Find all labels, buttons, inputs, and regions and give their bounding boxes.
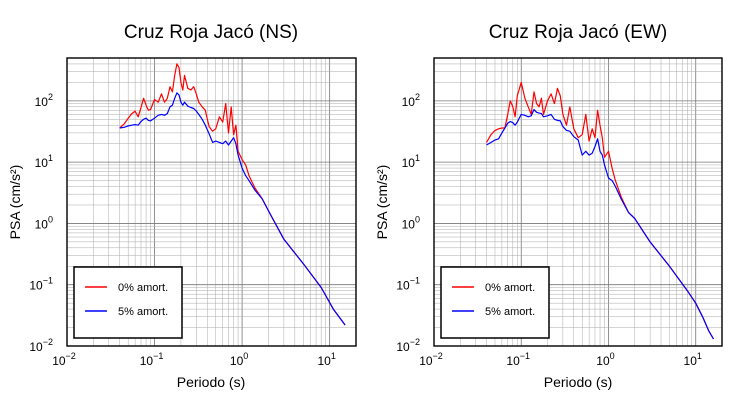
y-axis-label: PSA (cm/s²) <box>7 165 23 240</box>
y-tick-label: 101 <box>402 153 420 170</box>
x-tick-label: 101 <box>684 351 702 368</box>
chart-panel-ew: Cruz Roja Jacó (EW) Periodo (s) PSA (cm/… <box>374 22 723 390</box>
x-tick-label: 101 <box>317 351 335 368</box>
legend-box <box>73 266 183 339</box>
x-tick-label: 10−1 <box>506 351 530 368</box>
legend: 0% amort. 5% amort. <box>440 266 550 339</box>
chart-panel-ns: Cruz Roja Jacó (NS) Periodo (s) PSA (cm/… <box>7 22 357 390</box>
y-tick-label: 10−1 <box>396 276 420 293</box>
chart-title: Cruz Roja Jacó (NS) <box>124 22 298 43</box>
legend-label: 5% amort. <box>485 306 535 318</box>
x-tick-label: 10−2 <box>419 351 443 368</box>
legend-label: 0% amort. <box>118 282 168 294</box>
legend-box <box>440 266 550 339</box>
series-line <box>119 92 346 326</box>
x-tick-label: 10−1 <box>140 351 164 368</box>
y-tick-label: 10−2 <box>29 337 53 354</box>
y-tick-label: 102 <box>35 92 53 109</box>
legend-label: 5% amort. <box>118 306 168 318</box>
plot-frame <box>66 57 357 347</box>
series-line <box>119 63 346 326</box>
x-axis-label: Periodo (s) <box>177 374 245 390</box>
x-tick-label: 10−2 <box>52 351 76 368</box>
legend: 0% amort. 5% amort. <box>73 266 183 339</box>
y-tick-label: 101 <box>35 153 53 170</box>
y-axis-label: PSA (cm/s²) <box>374 165 390 240</box>
y-tick-label: 10−2 <box>396 337 420 354</box>
grid <box>66 57 357 347</box>
plot-frame <box>433 57 723 347</box>
legend-label: 0% amort. <box>485 282 535 294</box>
y-tick-label: 100 <box>35 214 53 231</box>
series-line <box>486 109 715 340</box>
y-tick-label: 100 <box>402 214 420 231</box>
grid <box>433 57 723 347</box>
y-tick-label: 10−1 <box>29 276 53 293</box>
x-tick-label: 100 <box>230 351 248 368</box>
chart-title: Cruz Roja Jacó (EW) <box>489 22 667 43</box>
x-axis-label: Periodo (s) <box>544 374 612 390</box>
x-tick-label: 100 <box>596 351 614 368</box>
y-tick-label: 102 <box>402 92 420 109</box>
